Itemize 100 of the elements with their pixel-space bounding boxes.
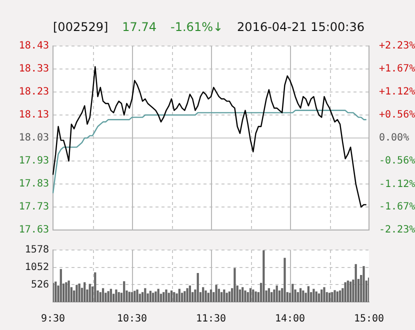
- bar: [170, 290, 173, 302]
- bar: [176, 293, 178, 302]
- y2-tick-label: +2.23%: [379, 40, 415, 52]
- bar: [186, 288, 188, 302]
- bar: [76, 284, 78, 302]
- bar: [242, 287, 244, 302]
- text: 2016-04-21 15:00:36: [237, 20, 364, 34]
- y-tick-label: 18.03: [18, 132, 49, 144]
- bar: [162, 292, 165, 302]
- bar: [336, 291, 338, 302]
- bar: [215, 284, 218, 302]
- x-tick-label: 11:30: [196, 314, 226, 325]
- bar: [338, 290, 342, 302]
- y-tick-label: 1578: [24, 244, 49, 256]
- bar: [152, 292, 154, 302]
- bar: [270, 292, 273, 302]
- bar: [226, 292, 228, 302]
- bar: [362, 266, 365, 302]
- bar: [180, 292, 184, 302]
- x-tick-label: 15:00: [354, 314, 384, 325]
- y-tick-label: 526: [30, 279, 49, 290]
- y-tick-label: 18.13: [18, 110, 49, 121]
- chart-title: [002529]: [53, 20, 108, 34]
- bar: [154, 291, 157, 302]
- text: 17.74: [122, 20, 157, 34]
- y-tick-label: 18.33: [18, 64, 49, 75]
- bar: [141, 292, 144, 302]
- y2-tick-label: +1.67%: [379, 64, 415, 75]
- y-tick-label: 18.23: [18, 86, 49, 98]
- y2-tick-label: 0.00%: [379, 132, 410, 144]
- bar: [334, 290, 336, 302]
- bar: [254, 291, 257, 302]
- x-tick-label: 14:00: [274, 314, 306, 325]
- bar: [136, 289, 138, 302]
- bar: [299, 288, 302, 302]
- y2-tick-label: -2.23%: [379, 224, 415, 236]
- bar: [207, 292, 210, 302]
- bar: [249, 288, 252, 302]
- bar: [262, 250, 265, 302]
- y2-tick-label: -0.56%: [379, 156, 415, 167]
- bar: [173, 292, 176, 302]
- bar: [302, 290, 304, 302]
- bar: [110, 288, 112, 302]
- bar: [196, 273, 199, 302]
- bar: [350, 282, 352, 302]
- y2-tick-label: +1.12%: [379, 86, 415, 98]
- bar: [204, 290, 207, 302]
- y-tick-label: 1052: [24, 262, 49, 273]
- x-tick-label: 10:30: [116, 314, 148, 325]
- bar: [128, 292, 130, 302]
- bar: [223, 289, 226, 302]
- bar: [123, 281, 126, 302]
- bar: [157, 288, 160, 302]
- bar: [107, 291, 110, 302]
- bar: [252, 289, 254, 302]
- bar: [54, 282, 57, 302]
- y-tick-label: 17.63: [18, 224, 49, 236]
- y-tick-label: 17.93: [18, 156, 49, 167]
- bar: [188, 286, 191, 302]
- bar: [244, 290, 246, 302]
- x-tick-label: 9:30: [40, 314, 66, 325]
- bar: [88, 284, 91, 302]
- y2-tick-label: +0.56%: [379, 109, 415, 120]
- bar: [202, 287, 204, 302]
- bar: [292, 284, 294, 302]
- bar: [138, 294, 141, 302]
- bar: [296, 292, 299, 302]
- bar: [65, 282, 68, 302]
- bar: [78, 284, 80, 302]
- bar: [184, 291, 186, 302]
- bar: [115, 289, 118, 302]
- bar: [315, 291, 318, 302]
- bar: [312, 288, 315, 302]
- bar: [354, 264, 357, 302]
- bar: [323, 287, 326, 302]
- bar: [331, 292, 334, 302]
- bar: [276, 286, 278, 302]
- y-tick-label: 18.43: [18, 40, 49, 52]
- bar: [102, 288, 104, 302]
- bar: [144, 288, 146, 302]
- bar: [328, 292, 331, 302]
- bar: [220, 292, 223, 302]
- bar: [210, 289, 212, 302]
- bar: [228, 291, 230, 302]
- bar: [84, 282, 86, 302]
- bar: [168, 292, 170, 302]
- bar: [238, 289, 242, 302]
- bar: [307, 286, 310, 302]
- bar: [318, 293, 320, 302]
- bar: [165, 289, 168, 302]
- bar: [320, 289, 323, 302]
- bar: [99, 292, 102, 302]
- bar: [94, 272, 96, 302]
- bar: [218, 288, 220, 302]
- bar: [268, 288, 270, 302]
- y2-tick-label: -1.12%: [379, 178, 415, 190]
- y-tick-label: 17.83: [18, 178, 49, 190]
- bar: [346, 280, 349, 302]
- bar: [60, 269, 62, 302]
- bar: [134, 290, 136, 302]
